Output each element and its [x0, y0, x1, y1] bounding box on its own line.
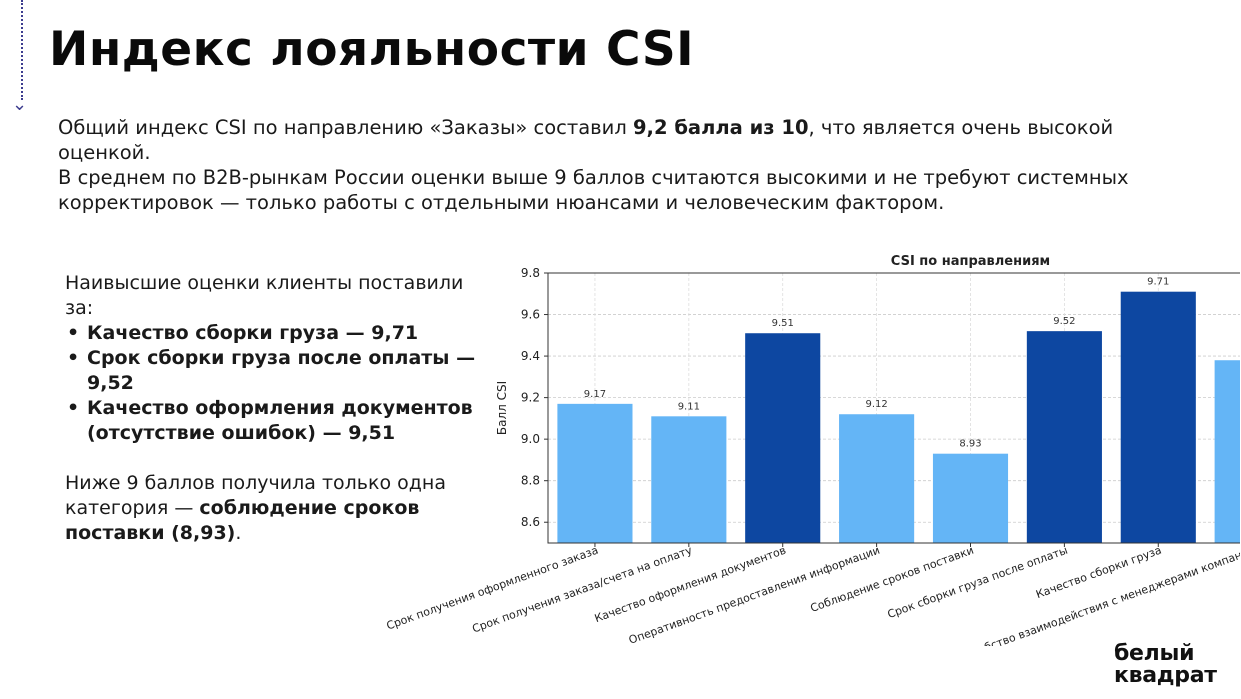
highlights-block: Наивысшие оценки клиенты поставили за: •…	[65, 271, 485, 546]
bar-value-label: 9.71	[1147, 277, 1169, 288]
highlight-item-text: Качество сборки груза — 9,71	[87, 322, 419, 344]
highlights-heading: Наивысшие оценки клиенты поставили за:	[65, 272, 464, 319]
chevron-down-icon: ⌄	[12, 94, 28, 115]
intro-line1-pre: Общий индекс CSI по направлению «Заказы»…	[58, 116, 633, 139]
y-tick-label: 8.6	[521, 515, 540, 529]
bullet-icon: •	[67, 347, 80, 369]
bar-value-label: 9.52	[1053, 316, 1075, 327]
bar	[557, 403, 633, 543]
bullet-icon: •	[67, 397, 80, 419]
y-axis-label: Балл CSI	[495, 381, 509, 435]
csi-chart: CSI по направлениям 8.6 8.8 9.0 9.2 9.4 9.6 9.8…	[360, 246, 1241, 661]
low-note-pre: Ниже 9 баллов получила только одна катег…	[65, 472, 446, 519]
intro-text: Общий индекс CSI по направлению «Заказы»…	[58, 115, 1208, 215]
bullet-icon: •	[67, 322, 80, 344]
bar-value-label: 9.17	[584, 389, 606, 400]
bar-value-label: 9.11	[678, 401, 700, 412]
plot-frame	[547, 272, 1241, 544]
bar	[1214, 360, 1241, 543]
bar	[932, 453, 1009, 543]
logo-line-2: квадрат	[1114, 663, 1217, 688]
bar	[745, 333, 821, 543]
x-tick-label: Удобство взаимодействия с менеджерами ко…	[963, 544, 1240, 646]
low-score-note: Ниже 9 баллов получила только одна катег…	[65, 471, 485, 546]
bar-value-label: 9.51	[772, 318, 794, 329]
x-tick-label: Срок сборки груза после оплаты	[886, 544, 1070, 621]
intro-paragraph-2: В среднем по B2B-рынкам России оценки вы…	[58, 166, 1129, 214]
bar	[1120, 291, 1196, 543]
low-note-post: .	[235, 522, 242, 544]
page-title: Индекс лояльности CSI	[49, 22, 695, 77]
bar	[1026, 331, 1102, 543]
y-tick-label: 9.8	[521, 266, 540, 280]
y-tick-label: 8.8	[521, 474, 540, 488]
chart-title: CSI по направлениям	[891, 254, 1050, 269]
y-tick-label: 9.2	[521, 391, 540, 405]
bar-value-label: 8.93	[959, 439, 981, 450]
intro-line1-bold: 9,2 балла из 10	[632, 116, 809, 139]
highlight-item-text: Качество оформления документов (отсутств…	[87, 397, 473, 444]
intro-paragraph-1: Общий индекс CSI по направлению «Заказы»…	[58, 115, 1208, 165]
highlight-item: • Качество оформления документов (отсутст…	[65, 396, 485, 446]
highlight-item-text: Срок сборки груза после оплаты — 9,52	[87, 347, 476, 394]
bar	[651, 416, 727, 543]
bar-value-label: 9.12	[865, 399, 887, 410]
y-tick-label: 9.0	[521, 432, 540, 446]
intro-line1-post: , что является очень высокой оценкой.	[58, 116, 1114, 164]
y-tick-label: 9.4	[521, 349, 540, 363]
company-logo: белый квадрат	[1114, 643, 1234, 687]
x-tick-label: Соблюдение сроков поставки	[809, 544, 976, 615]
highlights-list: • Качество сборки груза — 9,71 • Срок сбор…	[65, 321, 485, 446]
y-tick-label: 9.6	[521, 308, 540, 322]
highlight-item: • Качество сборки груза — 9,71	[65, 321, 485, 346]
csi-bar-chart-svg: CSI по направлениям 8.6 8.8 9.0 9.2 9.4 9.6 9.8…	[385, 254, 1241, 661]
low-note-bold: соблюдение сроков поставки (8,93)	[65, 497, 420, 544]
decorative-dotted-line	[21, 0, 23, 100]
logo-line-1: белый	[1114, 641, 1195, 666]
bar	[839, 414, 915, 543]
highlight-item: • Срок сборки груза после оплаты — 9,52	[65, 346, 485, 396]
